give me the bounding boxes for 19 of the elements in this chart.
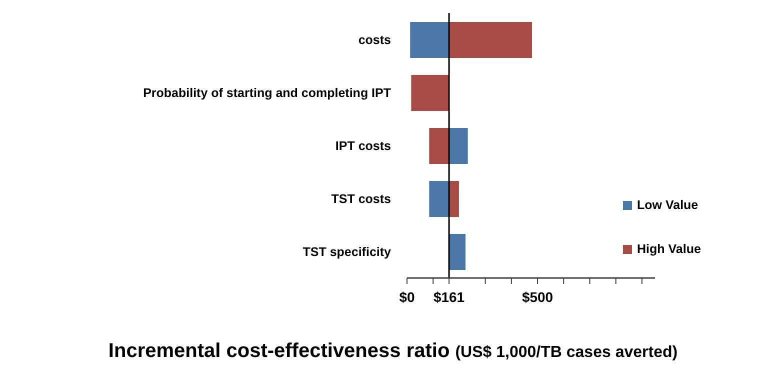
x-tick-label: $161: [433, 288, 465, 305]
bar: [449, 128, 468, 164]
bar: [449, 22, 532, 58]
y-tick-label: TST specificity: [302, 244, 392, 259]
y-tick-label: Probability of starting and completing IPT: [143, 86, 392, 100]
bar: [411, 75, 450, 111]
x-tick-label: $0: [399, 288, 415, 305]
y-tick-label: IPT costs: [335, 138, 392, 153]
legend-label: Low Value: [637, 198, 698, 212]
bar: [429, 128, 450, 164]
y-tick-label: TST costs: [331, 192, 392, 206]
x-axis-title: Incremental cost-effectiveness ratio (US$ 1,000/TB cases averted): [108, 340, 678, 362]
bar: [429, 181, 450, 217]
bar: [449, 181, 459, 217]
legend-label: High Value: [637, 242, 701, 256]
bar: [449, 234, 466, 270]
x-tick-label: $500: [522, 288, 554, 305]
bar: [410, 22, 450, 58]
y-tick-label: costs: [358, 32, 392, 47]
